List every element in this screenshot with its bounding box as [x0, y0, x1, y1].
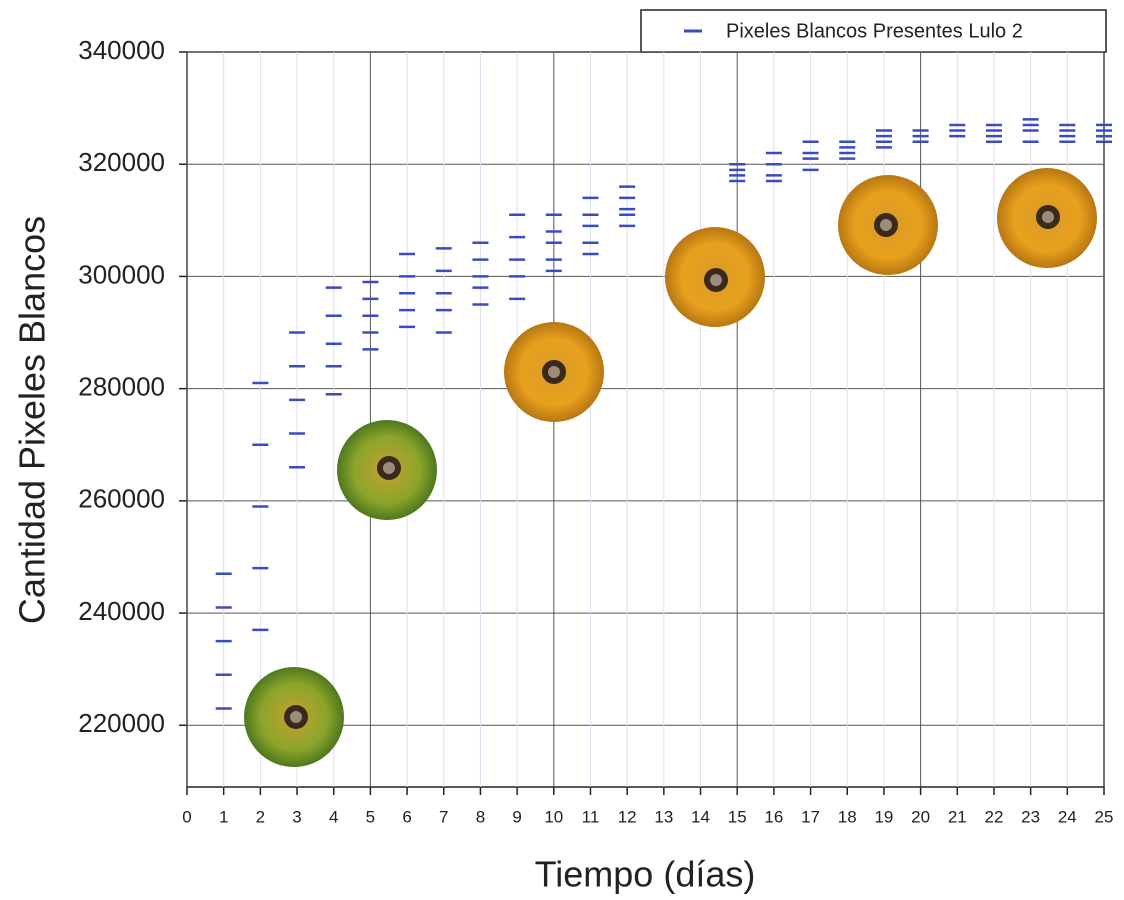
y-tick-label: 320000: [78, 147, 165, 177]
x-tick-label: 8: [476, 807, 485, 826]
y-tick-label: 300000: [78, 259, 165, 289]
plot-frame: [187, 52, 1104, 787]
fruit: [244, 667, 344, 767]
x-tick-label: 12: [618, 807, 637, 826]
x-tick-label: 10: [544, 807, 563, 826]
x-tick-label: 4: [329, 807, 338, 826]
x-tick-label: 24: [1058, 807, 1077, 826]
y-tick-label: 340000: [78, 35, 165, 65]
x-tick-label: 25: [1095, 807, 1114, 826]
x-tick-label: 0: [182, 807, 191, 826]
y-tick-label: 240000: [78, 596, 165, 626]
y-tick-label: 220000: [78, 708, 165, 738]
legend-label: Pixeles Blancos Presentes Lulo 2: [726, 20, 1023, 42]
fruit: [838, 175, 938, 275]
legend: Pixeles Blancos Presentes Lulo 2: [641, 10, 1106, 52]
x-tick-label: 9: [512, 807, 521, 826]
x-tick-label: 17: [801, 807, 820, 826]
x-tick-label: 1: [219, 807, 228, 826]
x-tick-label: 3: [292, 807, 301, 826]
page: Tiempo (días) Cantidad Pixeles Blancos P…: [0, 0, 1124, 900]
x-tick-label: 7: [439, 807, 448, 826]
y-tick-label: 260000: [78, 484, 165, 514]
x-axis-label: Tiempo (días): [535, 854, 756, 895]
x-tick-label: 2: [256, 807, 265, 826]
fruit: [997, 168, 1097, 268]
x-tick-label: 15: [728, 807, 747, 826]
x-tick-label: 20: [911, 807, 930, 826]
y-axis-label: Cantidad Pixeles Blancos: [12, 216, 53, 624]
fruit: [504, 322, 604, 422]
x-tick-label: 19: [874, 807, 893, 826]
x-tick-label: 6: [402, 807, 411, 826]
x-tick-label: 22: [984, 807, 1003, 826]
x-tick-label: 23: [1021, 807, 1040, 826]
y-tick-label: 280000: [78, 372, 165, 402]
x-tick-label: 18: [838, 807, 857, 826]
x-tick-label: 11: [582, 807, 600, 826]
chart: Tiempo (días) Cantidad Pixeles Blancos P…: [0, 0, 1124, 900]
x-tick-label: 14: [691, 807, 710, 826]
fruit-images: [244, 168, 1097, 767]
fruit: [665, 227, 765, 327]
x-tick-label: 5: [366, 807, 375, 826]
fruit: [337, 420, 437, 520]
x-tick-label: 16: [764, 807, 783, 826]
x-tick-label: 21: [948, 807, 967, 826]
x-tick-label: 13: [654, 807, 673, 826]
